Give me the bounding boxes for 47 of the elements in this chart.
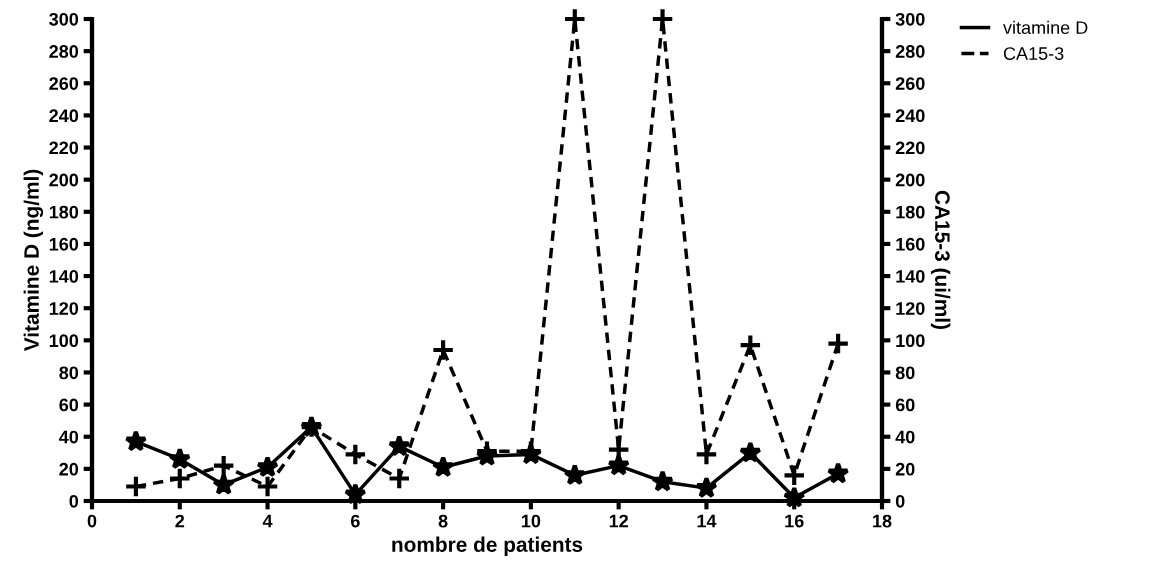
y2-tick-label: 40 [895,430,915,444]
y-tick-label: 60 [59,398,79,412]
y-tick-label: 180 [49,205,79,219]
y2-tick-label: 300 [895,12,925,26]
y-tick-label: 200 [49,173,79,187]
y2-tick-label: 80 [895,366,915,380]
y2-axis-title: CA15-3 (ui/ml) [930,190,951,329]
x-tick-label: 16 [785,514,804,528]
x-tick-label: 0 [87,514,97,528]
y2-tick-label: 280 [895,45,925,58]
x-tick-label: 12 [609,514,628,528]
legend-label: CA15-3 [1003,47,1064,60]
x-tick-label: 10 [521,514,541,528]
y-tick-label: 0 [69,494,79,508]
y-tick-label: 160 [49,237,79,251]
y2-tick-label: 100 [896,334,925,348]
y2-tick-label: 140 [896,270,925,283]
y-tick-label: 240 [49,109,79,123]
x-axis-title: nombre de patients [392,536,583,556]
y2-tick-label: 60 [895,398,915,412]
y-tick-label: 300 [49,12,79,26]
y2-tick-label: 240 [895,109,925,123]
y2-tick-label: 220 [895,141,925,155]
x-tick-label: 4 [262,514,273,528]
x-tick-label: 2 [175,514,185,528]
y2-tick-label: 260 [895,77,925,90]
y-tick-label: 260 [49,77,79,90]
y-tick-label: 40 [59,430,79,444]
y2-tick-label: 0 [895,494,905,508]
x-tick-label: 6 [350,514,360,528]
x-tick-label: 18 [873,514,892,528]
y2-tick-label: 200 [895,173,925,187]
y-tick-label: 100 [49,334,79,348]
y2-tick-label: 120 [896,302,925,315]
y-tick-label: 280 [49,45,79,58]
y-tick-label: 80 [59,366,79,380]
x-tick-label: 14 [697,514,717,528]
legend-label: vitamine D [1003,20,1088,35]
y-tick-label: 140 [49,270,79,283]
y2-tick-label: 20 [895,462,915,476]
y-axis-title: Vitamine D (ng/ml) [23,169,44,352]
x-tick-label: 8 [438,514,448,528]
y2-tick-label: 180 [896,205,925,219]
y2-tick-label: 160 [896,237,925,251]
y-tick-label: 220 [49,141,79,155]
y-tick-label: 120 [49,302,79,315]
y-tick-label: 20 [59,462,79,476]
